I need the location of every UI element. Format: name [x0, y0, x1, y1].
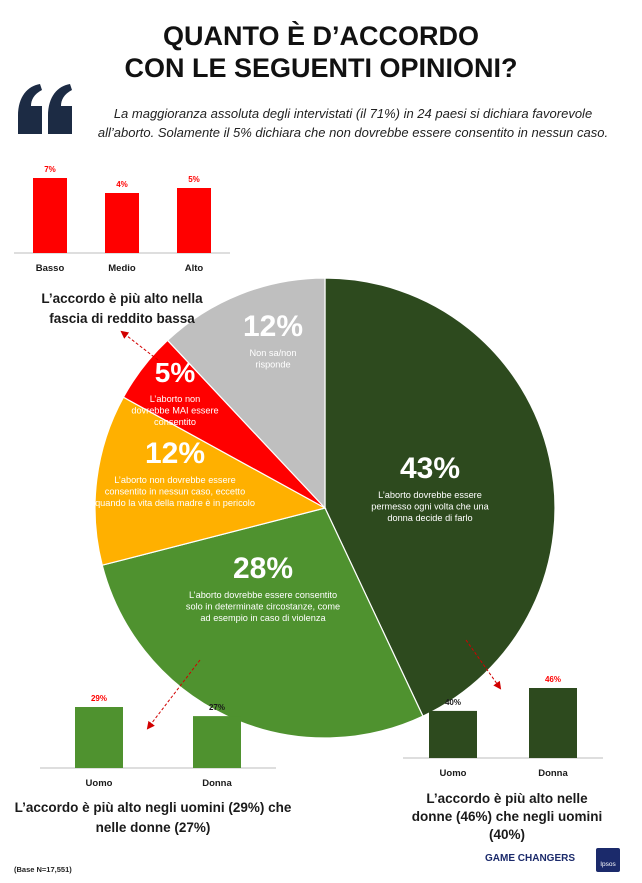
- pie-value-label: 28%: [233, 552, 293, 585]
- pie-slice-text: donna decide di farlo: [387, 513, 472, 523]
- bar-value-label: 4%: [116, 180, 128, 189]
- pie-slice-text: quando la vita della madre è in pericolo: [95, 498, 255, 508]
- bar: [33, 178, 67, 253]
- pie-slice-text: L’aborto dovrebbe essere: [378, 490, 482, 500]
- title-line-2: CON LE SEGUENTI OPINIONI?: [124, 53, 518, 83]
- bar-category-label: Donna: [538, 768, 568, 779]
- bar: [177, 188, 211, 253]
- bar: [529, 688, 577, 758]
- pie-slice: [324, 277, 556, 717]
- bar-caption: nelle donne (27%): [96, 820, 211, 835]
- bar-category-label: Donna: [202, 778, 232, 789]
- bar-caption: L’accordo è più alto negli uomini (29%) …: [15, 800, 292, 815]
- pie-value-label: 12%: [145, 437, 205, 470]
- pie-slice-text: permesso ogni volta che una: [371, 502, 489, 512]
- title-line-1: QUANTO È D’ACCORDO: [162, 21, 479, 51]
- bar-value-label: 29%: [91, 694, 107, 703]
- pie-slice-text: dovrebbe MAI essere: [131, 406, 218, 416]
- bar-captions: L’accordo è più alto nella fascia di redd…: [15, 291, 603, 842]
- bar-value-label: 27%: [209, 703, 225, 712]
- bar-value-label: 7%: [44, 165, 56, 174]
- bar-caption: (40%): [489, 827, 525, 842]
- pie-value-label: 12%: [243, 310, 303, 343]
- connector-arrow: [120, 330, 159, 361]
- pie-chart: 43% L’aborto dovrebbe essere permesso ogni…: [94, 277, 556, 739]
- bar-value-label: 5%: [188, 175, 200, 184]
- base-note: (Base N=17,551): [14, 865, 72, 874]
- bar-value-label: 46%: [545, 675, 561, 684]
- pie-slice-text: risponde: [255, 360, 290, 370]
- brand-label: GAME CHANGERS: [485, 853, 576, 864]
- pie-slice-text: ad esempio in caso di violenza: [200, 613, 326, 623]
- medium-green-bar-chart: 29% Uomo 27% Donna: [40, 694, 276, 789]
- dark-green-bar-chart: 40% Uomo 46% Donna: [403, 675, 603, 779]
- pie-slice-text: L’aborto non dovrebbe essere: [114, 475, 236, 485]
- logo-text: Ipsos: [600, 861, 616, 868]
- connector-arrows: [120, 330, 502, 730]
- ipsos-logo: Ipsos: [596, 848, 620, 872]
- pie-slice: [94, 396, 327, 566]
- income-bar-chart: 7% Basso 4% Medio 5% Alto: [14, 165, 230, 274]
- bar-category-label: Alto: [185, 263, 204, 274]
- pie-slice-text: L’aborto non: [150, 394, 201, 404]
- pie-slice-text: consentito in nessun caso, eccetto: [105, 487, 245, 497]
- bar-value-label: 40%: [445, 698, 461, 707]
- bar-caption: donne (46%) che negli uomini: [412, 809, 603, 824]
- bar-category-label: Medio: [108, 263, 136, 274]
- bar-caption: L’accordo è più alto nella: [41, 291, 203, 306]
- bar: [75, 707, 123, 768]
- pie-slice-text: L’aborto dovrebbe essere consentito: [189, 590, 337, 600]
- bar-category-label: Uomo: [440, 768, 467, 779]
- pie-slice-text: solo in determinate circostanze, come: [186, 602, 340, 612]
- bar-category-label: Uomo: [86, 778, 113, 789]
- connector-arrow: [146, 659, 201, 730]
- pie-slice: [101, 507, 424, 739]
- pie-slice-text: consentito: [154, 417, 196, 427]
- bar: [193, 716, 241, 768]
- bar: [429, 710, 477, 758]
- page-title: QUANTO È D’ACCORDO CON LE SEGUENTI OPINI…: [0, 20, 642, 84]
- pie-slice: [166, 277, 326, 510]
- pie-slice-text: Non sa/non: [250, 348, 297, 358]
- pie-value-label: 43%: [400, 452, 460, 485]
- bar-caption: L’accordo è più alto nelle: [426, 791, 588, 806]
- bar-category-label: Basso: [36, 263, 65, 274]
- quote-icon: [14, 82, 78, 143]
- quote-text: La maggioranza assoluta degli intervista…: [97, 106, 609, 140]
- bar-caption: fascia di reddito bassa: [49, 311, 195, 326]
- bar: [105, 193, 139, 253]
